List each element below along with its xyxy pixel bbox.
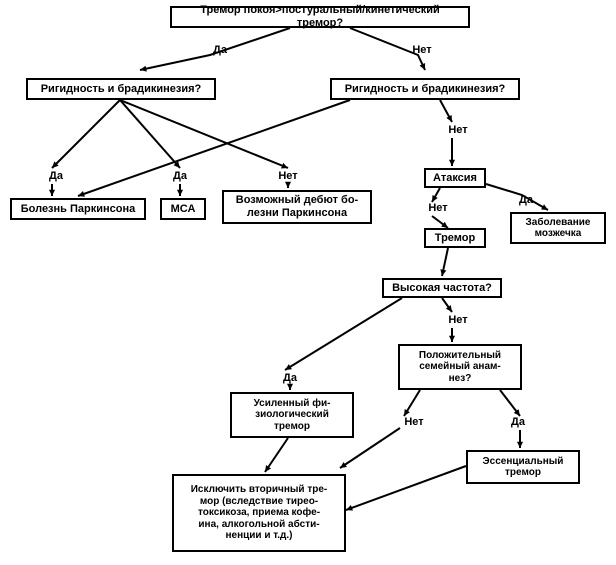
node-msa: МСА (160, 198, 206, 220)
node-family: Положительныйсемейный анам-нез? (398, 344, 522, 390)
label-da_root: Да (213, 44, 227, 56)
node-debut: Возможный дебют бо-лезни Паркинсона (222, 190, 372, 224)
node-enhanced: Усиленный фи-зиологическийтремор (230, 392, 354, 438)
node-ataxia: Атаксия (424, 168, 486, 188)
node-cerebellum: Заболеваниемозжечка (510, 212, 606, 244)
node-root: Тремор покоя>постуральный/кинетический т… (170, 6, 470, 28)
label-net_rr: Нет (448, 124, 467, 136)
label-da_rl2: Да (173, 170, 187, 182)
node-exclude: Исключить вторичный тре-мор (вследствие … (172, 474, 346, 552)
label-net_highfreq: Нет (448, 314, 467, 326)
label-net_rl: Нет (278, 170, 297, 182)
label-net_family: Нет (404, 416, 423, 428)
label-da_family: Да (511, 416, 525, 428)
node-tremor: Тремор (424, 228, 486, 248)
label-net_root: Нет (412, 44, 431, 56)
node-rigid_left: Ригидность и брадикинезия? (26, 78, 216, 100)
node-highfreq: Высокая частота? (382, 278, 502, 298)
node-essential: Эссенциальныйтремор (466, 450, 580, 484)
node-rigid_right: Ригидность и брадикинезия? (330, 78, 520, 100)
node-parkinson: Болезнь Паркинсона (10, 198, 146, 220)
label-da_highfreq: Да (283, 372, 297, 384)
flowchart-canvas: Тремор покоя>постуральный/кинетический т… (0, 0, 616, 565)
label-da_ataxia: Да (519, 194, 533, 206)
label-da_rl1: Да (49, 170, 63, 182)
label-net_ataxia: Нет (428, 202, 447, 214)
